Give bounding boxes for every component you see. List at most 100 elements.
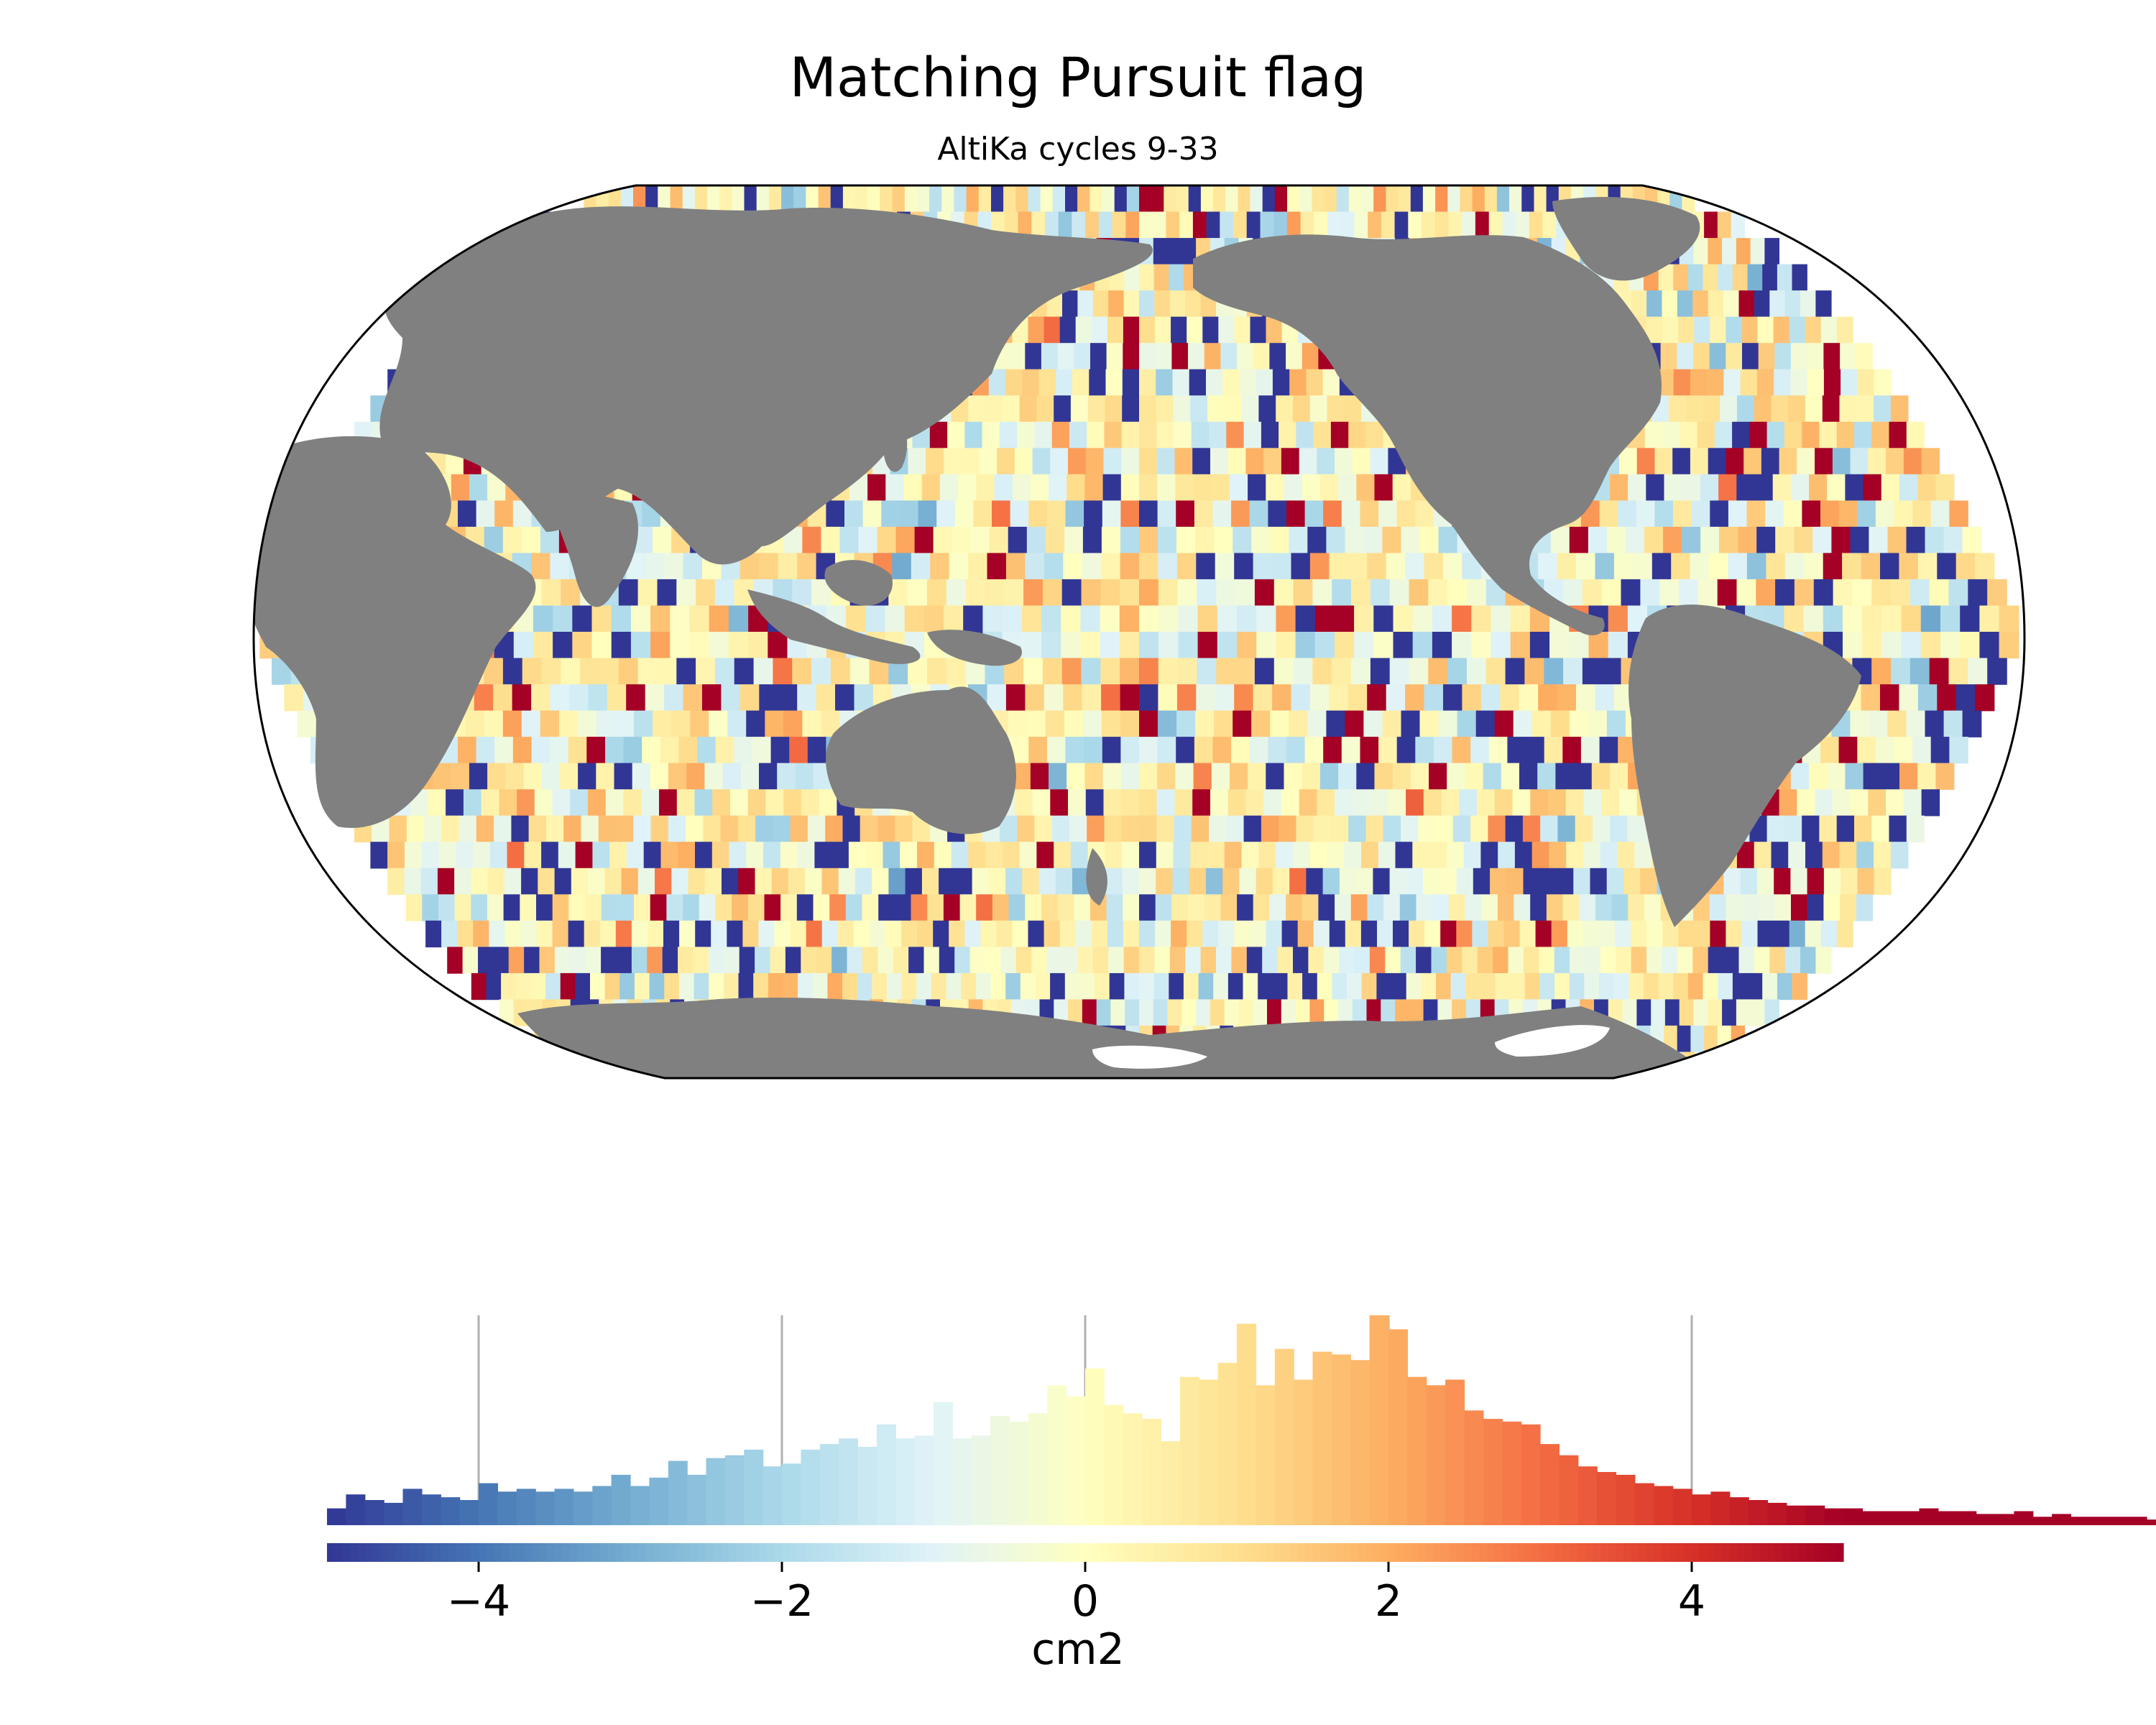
grid-cell xyxy=(1176,185,1189,213)
colorbar-segment xyxy=(766,1543,775,1562)
colorbar-segment xyxy=(622,1543,631,1562)
grid-cell xyxy=(926,448,944,475)
grid-cell xyxy=(1231,500,1250,528)
grid-cell xyxy=(1179,211,1194,239)
colorbar-segment xyxy=(736,1543,745,1562)
histogram-bar xyxy=(2147,1519,2156,1525)
grid-cell xyxy=(1292,395,1311,423)
colorbar-segment xyxy=(1707,1543,1715,1562)
grid-cell xyxy=(1658,264,1674,291)
grid-cell xyxy=(1176,526,1196,554)
grid-cell xyxy=(1089,369,1107,396)
grid-cell xyxy=(1373,185,1387,213)
grid-cell xyxy=(1302,343,1319,370)
colorbar-tick-label: −2 xyxy=(750,1576,814,1627)
histogram-bar xyxy=(1995,1514,2014,1525)
colorbar-segment xyxy=(1532,1543,1541,1562)
grid-cell xyxy=(1718,474,1738,502)
histogram-bar xyxy=(592,1486,612,1525)
colorbar-segment xyxy=(479,1543,487,1562)
colorbar-segment xyxy=(1434,1543,1442,1562)
grid-cell xyxy=(1312,185,1325,213)
colorbar-segment xyxy=(402,1543,411,1562)
grid-cell xyxy=(1921,448,1940,475)
grid-cell xyxy=(1764,238,1779,265)
grid-cell xyxy=(1723,290,1740,318)
histogram-bar xyxy=(1749,1500,1769,1525)
grid-cell xyxy=(1610,474,1628,502)
grid-cell xyxy=(1123,316,1140,344)
colorbar-segment xyxy=(1684,1543,1692,1562)
grid-cell xyxy=(1335,448,1353,475)
grid-cell xyxy=(732,185,745,213)
colorbar-segment xyxy=(911,1543,919,1562)
histogram-bar xyxy=(402,1489,423,1525)
grid-cell xyxy=(1008,526,1028,554)
grid-cell xyxy=(1317,448,1335,475)
colorbar-segment xyxy=(1411,1543,1419,1562)
grid-cell xyxy=(877,526,897,554)
colorbar-segment xyxy=(759,1543,768,1562)
histogram-bar xyxy=(1843,1508,1863,1525)
histogram-bar xyxy=(1729,1497,1749,1525)
colorbar-segment xyxy=(1032,1543,1041,1562)
histogram-bar xyxy=(2052,1514,2072,1525)
grid-cell xyxy=(1289,526,1309,554)
colorbar-segment xyxy=(1169,1543,1177,1562)
grid-cell xyxy=(1175,474,1194,502)
grid-cell xyxy=(1618,500,1637,528)
grid-cell xyxy=(1841,369,1858,396)
histogram-bar xyxy=(1331,1354,1351,1525)
histogram-bars xyxy=(327,1315,2156,1525)
colorbar-segment xyxy=(1115,1543,1124,1562)
grid-cell xyxy=(1107,316,1124,344)
grid-cell xyxy=(1098,211,1113,239)
colorbar-segment xyxy=(1024,1543,1033,1562)
grid-cell xyxy=(1051,421,1070,449)
grid-cell xyxy=(1673,369,1691,396)
grid-cell xyxy=(892,185,906,213)
grid-cell xyxy=(1654,500,1674,528)
grid-cell xyxy=(826,500,845,528)
colorbar-segment xyxy=(1396,1543,1404,1562)
colorbar-segment xyxy=(827,1543,836,1562)
colorbar-segment xyxy=(1714,1543,1723,1562)
histogram-bar xyxy=(421,1494,441,1525)
grid-cell xyxy=(1521,185,1535,213)
grid-cell xyxy=(1171,343,1189,370)
grid-cell xyxy=(1777,264,1793,291)
grid-cell xyxy=(1857,369,1875,396)
colorbar-segment xyxy=(1381,1543,1389,1562)
grid-cell xyxy=(1139,343,1156,370)
histogram-bar xyxy=(1692,1494,1711,1525)
colorbar-segment xyxy=(1100,1543,1109,1562)
grid-cell xyxy=(1313,421,1332,449)
grid-cell xyxy=(1176,500,1195,528)
colorbar-segment xyxy=(804,1543,813,1562)
grid-cell xyxy=(1172,369,1190,396)
colorbar-segment xyxy=(789,1543,798,1562)
grid-cell xyxy=(1273,211,1288,239)
grid-cell xyxy=(458,500,477,528)
colorbar-segment xyxy=(1161,1543,1169,1562)
grid-cell xyxy=(1158,526,1177,554)
grid-cell xyxy=(999,421,1018,449)
colorbar-segment xyxy=(994,1543,1003,1562)
grid-cell xyxy=(1218,316,1235,344)
grid-cell xyxy=(1741,316,1759,344)
grid-cell xyxy=(1348,185,1362,213)
grid-cell xyxy=(985,395,1003,423)
histogram-bar xyxy=(1559,1455,1579,1525)
grid-cell xyxy=(1123,343,1140,370)
grid-cell xyxy=(1194,500,1214,528)
histogram-bar xyxy=(554,1489,574,1525)
colorbar-segment xyxy=(1577,1543,1586,1562)
grid-cell xyxy=(1836,421,1855,449)
colorbar-segment xyxy=(872,1543,881,1562)
colorbar-segment xyxy=(1457,1543,1465,1562)
grid-cell xyxy=(1274,185,1288,213)
histogram-bar xyxy=(441,1497,461,1525)
colorbar-segment xyxy=(964,1543,972,1562)
grid-cell xyxy=(1352,448,1371,475)
grid-cell xyxy=(1188,185,1202,213)
